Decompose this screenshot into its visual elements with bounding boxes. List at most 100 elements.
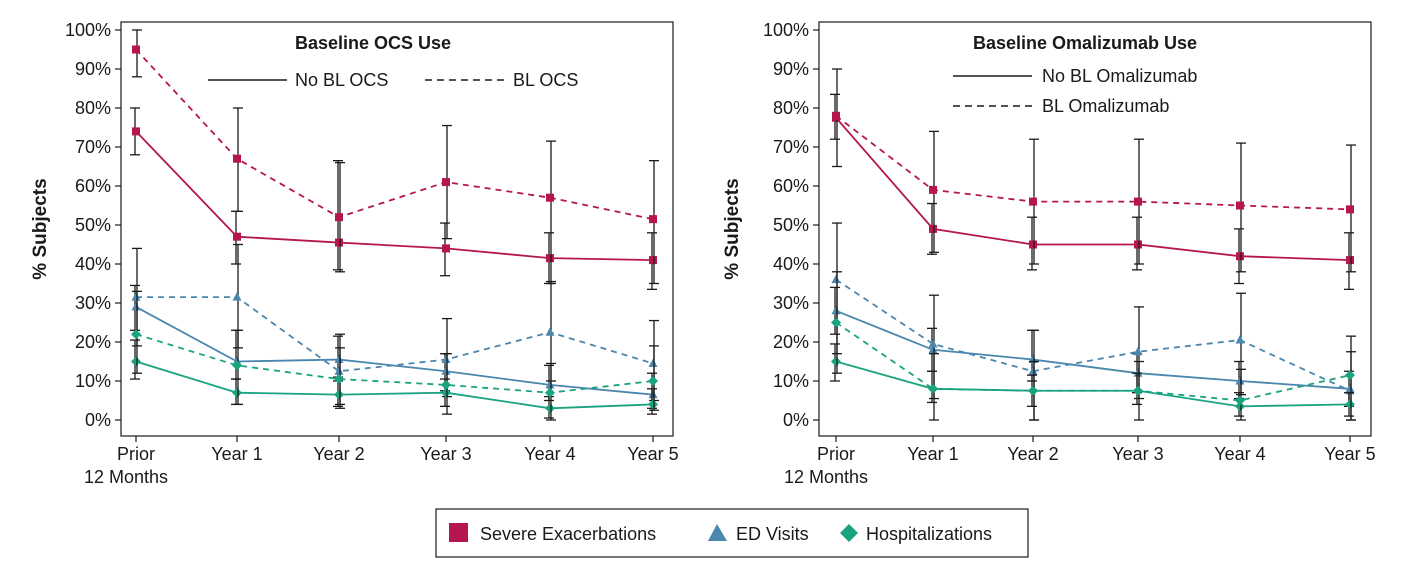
data-point-triangle — [831, 305, 841, 315]
data-point-diamond — [648, 399, 658, 410]
square-marker-icon — [449, 523, 468, 542]
series-ed-visits-solid — [130, 284, 658, 409]
series-hospitalizations-dashed — [131, 290, 659, 421]
legend-solid-line-label: No BL OCS — [295, 70, 388, 90]
x-axis-ticks: Prior 12 Months Year 1 Year 2 Year 3 Year 4 Ye… — [784, 436, 1376, 487]
y-tick-label: 70% — [75, 137, 111, 157]
data-point-square — [1346, 256, 1354, 265]
data-point-triangle — [334, 366, 344, 375]
y-axis-label: % Subjects — [30, 178, 51, 279]
y-tick-label: 60% — [75, 176, 111, 196]
y-tick-label: 60% — [773, 176, 809, 196]
data-point-square — [1029, 240, 1037, 249]
triangle-marker-icon — [708, 524, 727, 541]
legend-item-severe-exacerbations: Severe Exacerbations — [449, 523, 656, 544]
data-point-square — [1236, 252, 1244, 261]
data-point-diamond — [545, 403, 555, 414]
data-point-triangle — [334, 354, 344, 364]
x-tick-label: Prior — [817, 444, 855, 464]
y-tick-label: 80% — [773, 98, 809, 118]
y-tick-label: 20% — [773, 332, 809, 352]
data-point-square — [335, 238, 343, 247]
y-tick-label: 100% — [763, 20, 809, 40]
data-point-square — [132, 127, 140, 136]
data-point-diamond — [334, 389, 344, 400]
y-tick-label: 30% — [773, 293, 809, 313]
plot-frame — [120, 21, 674, 437]
data-point-diamond — [1345, 399, 1355, 410]
series-severe-exacerbations-dashed — [132, 29, 659, 285]
x-axis-ticks: Prior 12 Months Year 1 Year 2 Year 3 Year 4 Ye… — [84, 436, 679, 487]
data-point-triangle — [1133, 368, 1143, 377]
data-point-diamond — [928, 383, 938, 394]
series-line — [835, 278, 1351, 392]
series-line — [835, 321, 1351, 402]
data-point-diamond — [441, 387, 451, 398]
data-point-square — [649, 215, 657, 224]
data-point-diamond — [131, 356, 141, 367]
y-tick-label: 90% — [773, 59, 809, 79]
x-tick-label: Year 1 — [211, 444, 262, 464]
marker-legend: Severe Exacerbations ED Visits Hospitali… — [435, 508, 1029, 558]
x-tick-label: Year 2 — [313, 444, 364, 464]
data-point-triangle — [131, 292, 141, 301]
chart-panel-baseline-ocs: % Subjects Baseline OCS Use No BL OCS BL… — [30, 20, 679, 487]
data-point-diamond — [1235, 395, 1245, 406]
x-tick-label: Year 1 — [907, 444, 958, 464]
y-tick-label: 0% — [783, 410, 809, 430]
data-point-square — [1346, 205, 1354, 214]
series-line — [835, 360, 1351, 408]
data-point-diamond — [1028, 385, 1038, 396]
series-hospitalizations-solid — [830, 343, 1355, 417]
data-point-triangle — [928, 344, 938, 354]
x-tick-label: Year 3 — [420, 444, 471, 464]
legend-label: ED Visits — [736, 524, 809, 544]
legend-label: Severe Exacerbations — [480, 524, 656, 544]
data-point-diamond — [648, 376, 658, 386]
diamond-marker-icon — [840, 524, 858, 542]
data-point-square — [546, 193, 554, 202]
data-point-diamond — [232, 387, 242, 398]
data-point-diamond — [131, 329, 141, 340]
data-point-triangle — [441, 366, 451, 375]
series-line — [135, 130, 654, 261]
data-point-square — [649, 256, 657, 265]
data-point-square — [335, 213, 343, 222]
data-point-square — [132, 45, 140, 54]
series-severe-exacerbations-solid — [830, 93, 1354, 291]
y-axis-label: % Subjects — [722, 178, 743, 279]
data-point-square — [1134, 197, 1142, 206]
series-line — [835, 115, 1351, 211]
y-tick-label: 20% — [75, 332, 111, 352]
series-line — [135, 333, 654, 394]
y-axis-ticks: 0% 10% 20% 30% 40% 50% 60% 70% 80% 90% 100% — [763, 20, 819, 430]
x-tick-label: Year 2 — [1007, 444, 1058, 464]
data-point-triangle — [232, 292, 242, 301]
legend-item-hospitalizations: Hospitalizations — [840, 524, 992, 544]
y-tick-label: 10% — [773, 371, 809, 391]
y-tick-label: 40% — [773, 254, 809, 274]
data-point-square — [1029, 197, 1037, 206]
y-tick-label: 50% — [75, 215, 111, 235]
y-tick-label: 40% — [75, 254, 111, 274]
data-point-triangle — [1235, 335, 1245, 344]
y-tick-label: 50% — [773, 215, 809, 235]
y-tick-label: 100% — [65, 20, 111, 40]
data-point-triangle — [441, 354, 451, 364]
error-bar — [231, 329, 241, 380]
chart-marks — [830, 68, 1356, 421]
series-line — [135, 48, 654, 221]
data-point-square — [442, 178, 450, 187]
data-point-square — [233, 232, 241, 241]
y-tick-label: 80% — [75, 98, 111, 118]
data-point-square — [1134, 240, 1142, 249]
data-point-square — [442, 244, 450, 253]
plot-frame — [818, 21, 1372, 437]
legend-dashed-line-label: BL OCS — [513, 70, 578, 90]
series-ed-visits-solid — [830, 286, 1355, 408]
data-point-diamond — [1133, 385, 1143, 396]
x-tick-label: 12 Months — [784, 467, 868, 487]
y-axis-ticks: 0% 10% 20% 30% 40% 50% 60% 70% 80% 90% 100% — [65, 20, 121, 430]
chart-title: Baseline Omalizumab Use — [973, 33, 1197, 53]
